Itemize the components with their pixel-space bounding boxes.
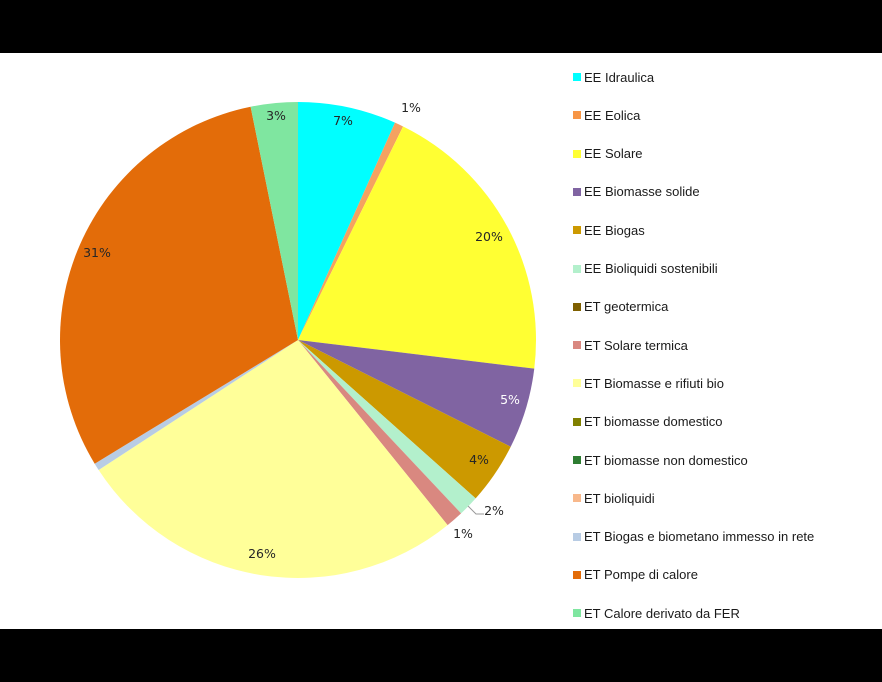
legend-swatch-icon xyxy=(573,532,581,541)
legend-item: ET biomasse non domestico xyxy=(573,451,748,469)
legend-item: ET Biomasse e rifiuti bio xyxy=(573,374,724,392)
legend-swatch-icon xyxy=(573,456,581,464)
data-label: 3% xyxy=(266,108,286,123)
pie-slice xyxy=(94,340,298,471)
pie-slice xyxy=(298,126,536,369)
legend-item: EE Bioliquidi sostenibili xyxy=(573,260,718,278)
legend-swatch-icon xyxy=(573,494,581,503)
legend-swatch-icon xyxy=(573,111,581,120)
legend-label: ET Biogas e biometano immesso in rete xyxy=(584,529,815,545)
pie-slice xyxy=(250,102,298,340)
pie-chart: 7% 1% 20% 5% 4% 2% 1% 26% 31% 3% xyxy=(60,100,536,579)
legend-label: ET biomasse non domestico xyxy=(584,452,748,468)
legend-item: ET Pompe di calore xyxy=(573,566,698,584)
data-label: 7% xyxy=(333,113,353,128)
pie-slice xyxy=(298,102,395,340)
data-label: 31% xyxy=(83,245,111,260)
leader-line xyxy=(467,505,484,515)
legend-label: EE Biomasse solide xyxy=(584,184,700,200)
legend-swatch-icon xyxy=(573,341,581,350)
data-label: 4% xyxy=(469,452,489,467)
legend-label: EE Idraulica xyxy=(584,69,655,85)
legend-swatch-icon xyxy=(573,302,581,311)
legend-swatch-icon xyxy=(573,149,581,158)
legend-label: EE Bioliquidi sostenibili xyxy=(584,261,718,276)
data-label: 1% xyxy=(401,100,421,115)
legend-swatch-icon xyxy=(573,264,581,273)
legend-label: ET bioliquidi xyxy=(584,490,655,506)
legend-label: EE Biogas xyxy=(584,222,645,238)
legend-item: EE Biomasse solide xyxy=(573,183,700,201)
legend-swatch-icon xyxy=(573,187,581,196)
pie-slice xyxy=(298,340,462,526)
legend-item: ET Biogas e biometano immesso in rete xyxy=(573,528,814,546)
legend-label: ET Calore derivato da FER xyxy=(584,605,740,621)
data-label: 2% xyxy=(484,503,504,518)
pie-slice xyxy=(298,340,511,499)
legend-item: ET geotermica xyxy=(573,298,668,316)
pie-slice xyxy=(98,340,448,579)
data-label: 20% xyxy=(475,229,503,244)
legend-swatch-icon xyxy=(573,570,581,579)
pie-slice xyxy=(298,122,404,341)
pie-slice xyxy=(298,340,476,514)
pie-slice xyxy=(298,340,535,447)
pie-slice xyxy=(60,106,298,464)
legend-item: EE Eolica xyxy=(573,106,640,124)
legend-label: EE Eolica xyxy=(584,107,641,123)
legend-swatch-icon xyxy=(573,609,581,618)
legend-label: ET Solare termica xyxy=(584,337,688,353)
legend-item: EE Biogas xyxy=(573,221,645,239)
legend-swatch-icon xyxy=(573,73,581,81)
data-label: 1% xyxy=(453,526,473,541)
legend-item: ET Calore derivato da FER xyxy=(573,604,740,622)
legend-item: EE Idraulica xyxy=(573,68,654,86)
legend-label: ET biomasse domestico xyxy=(584,414,723,430)
legend-item: ET biomasse domestico xyxy=(573,413,723,431)
legend-label: ET geotermica xyxy=(584,299,669,315)
legend-label: EE Solare xyxy=(584,146,643,162)
legend-item: ET bioliquidi xyxy=(573,489,655,507)
legend-swatch-icon xyxy=(573,379,581,388)
legend-item: EE Solare xyxy=(573,145,643,163)
chart-area: 7% 1% 20% 5% 4% 2% 1% 26% 31% 3% EE Idraulica EE E… xyxy=(0,53,882,629)
legend-label: ET Biomasse e rifiuti bio xyxy=(584,375,724,391)
data-label: 5% xyxy=(500,392,520,407)
data-label: 26% xyxy=(248,546,276,561)
legend-label: ET Pompe di calore xyxy=(584,567,698,583)
legend-swatch-icon xyxy=(573,226,581,235)
legend-swatch-icon xyxy=(573,417,581,426)
legend-item: ET Solare termica xyxy=(573,336,688,354)
